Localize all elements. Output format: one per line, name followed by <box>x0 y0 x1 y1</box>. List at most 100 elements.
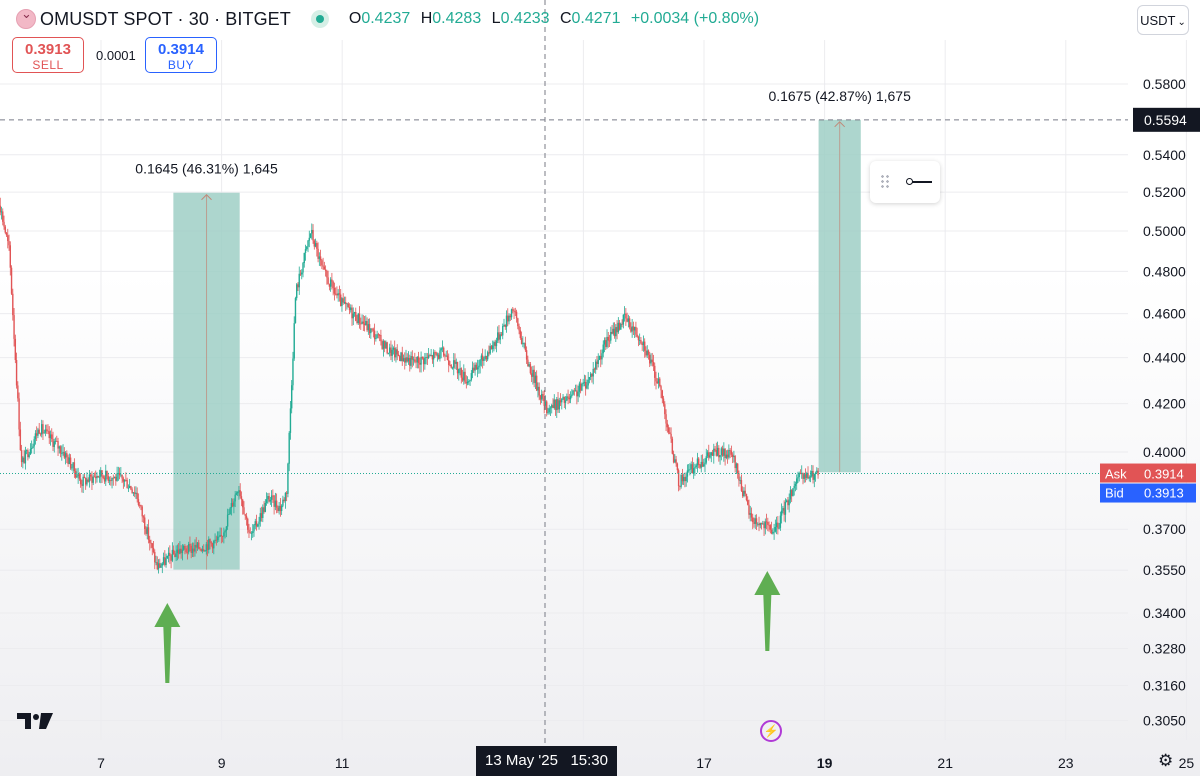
candle-body <box>723 448 725 456</box>
drag-handle-icon[interactable] <box>880 174 890 190</box>
candle-body <box>382 341 385 349</box>
candle-body <box>337 293 339 296</box>
candle-body <box>92 476 94 483</box>
ohlc-low-key: L <box>491 10 501 27</box>
candle-body <box>103 477 106 482</box>
candle-body <box>84 478 87 485</box>
candle-body <box>661 390 663 399</box>
candle-body <box>583 382 586 383</box>
y-tick-label: 0.3700 <box>1143 521 1186 537</box>
candle-body <box>522 343 524 345</box>
y-tick-label: 0.5200 <box>1143 184 1186 200</box>
sell-price: 0.3913 <box>25 41 71 58</box>
candle-body <box>3 221 5 227</box>
currency-selector[interactable]: USDT ⌄ <box>1137 5 1189 35</box>
candle-body <box>419 362 421 365</box>
candle-body <box>476 367 479 370</box>
tradingview-logo-icon[interactable] <box>17 711 53 731</box>
candle-body <box>155 562 157 563</box>
candle-body <box>645 350 647 356</box>
candle-body <box>507 315 509 322</box>
candle-body <box>495 340 498 347</box>
candle-body <box>274 500 277 507</box>
pin-line-icon[interactable] <box>906 178 932 185</box>
candle-body <box>426 357 429 358</box>
buy-button[interactable]: 0.3914 BUY <box>145 37 217 73</box>
candle-body <box>666 423 669 428</box>
candle-body <box>797 477 799 479</box>
candle-body <box>553 399 555 409</box>
candle-body <box>464 371 466 383</box>
candle-body <box>117 473 120 474</box>
candle-body <box>598 355 601 360</box>
candle-body <box>787 500 789 506</box>
candle-body <box>312 229 314 241</box>
candle-body <box>608 340 611 342</box>
candle-body <box>66 453 68 457</box>
candle-body <box>318 256 321 259</box>
candle-body <box>518 326 520 331</box>
candle-body <box>684 476 686 482</box>
candle-body <box>35 433 38 436</box>
candle-body <box>725 454 728 458</box>
candle-body <box>649 354 651 364</box>
candle-body <box>436 354 439 356</box>
candle-body <box>448 360 450 365</box>
spread-value: 0.0001 <box>96 48 136 63</box>
crosshair-date: 13 May '25 <box>485 752 558 769</box>
candle-body <box>62 451 64 454</box>
candle-body <box>156 562 158 570</box>
candle-body <box>123 479 126 482</box>
candle-body <box>454 360 456 364</box>
candle-body <box>601 353 603 360</box>
lightning-icon[interactable]: ⚡ <box>760 720 782 742</box>
candle-body <box>708 452 710 458</box>
candle-body <box>17 385 19 399</box>
gear-icon[interactable]: ⚙ <box>1158 751 1174 770</box>
candle-body <box>441 347 444 349</box>
candle-body <box>528 364 530 367</box>
candle-body <box>226 514 229 527</box>
candle-body <box>650 359 652 364</box>
candle-body <box>302 263 304 273</box>
candle-body <box>597 359 599 364</box>
candle-body <box>280 505 283 512</box>
candle-body <box>523 343 525 344</box>
candle-body <box>796 478 798 484</box>
candle-body <box>509 315 511 318</box>
candle-body <box>804 474 807 478</box>
candle-body <box>352 313 354 319</box>
candle-body <box>56 441 58 442</box>
candle-body <box>525 350 528 360</box>
candle-body <box>353 312 356 314</box>
candle-body <box>328 284 331 287</box>
candle-body <box>665 414 667 424</box>
candle-body <box>741 490 744 497</box>
symbol-title[interactable]: OMUSDT SPOT · 30 · BITGET <box>40 8 291 29</box>
candle-body <box>319 256 322 261</box>
candle-body <box>166 555 169 559</box>
candle-body <box>636 334 638 337</box>
candle-body <box>696 458 699 466</box>
candle-body <box>378 334 381 336</box>
drawing-toolbar[interactable] <box>870 161 940 203</box>
candle-body <box>651 359 653 363</box>
candle-body <box>567 396 569 398</box>
candle-body <box>97 475 99 478</box>
candle-body <box>196 542 199 548</box>
candle-body <box>449 364 451 366</box>
candle-body <box>557 399 559 410</box>
candle-body <box>338 293 341 295</box>
candle-body <box>214 539 216 541</box>
candle-body <box>118 473 121 476</box>
om-logo-icon[interactable] <box>16 6 36 29</box>
candle-body <box>189 543 191 546</box>
candle-body <box>498 332 500 340</box>
candle-body <box>132 492 135 494</box>
candle-body <box>659 378 661 387</box>
candle-body <box>731 454 734 458</box>
candle-body <box>213 540 215 549</box>
sell-button[interactable]: 0.3913 SELL <box>12 37 84 73</box>
candle-body <box>51 434 53 440</box>
